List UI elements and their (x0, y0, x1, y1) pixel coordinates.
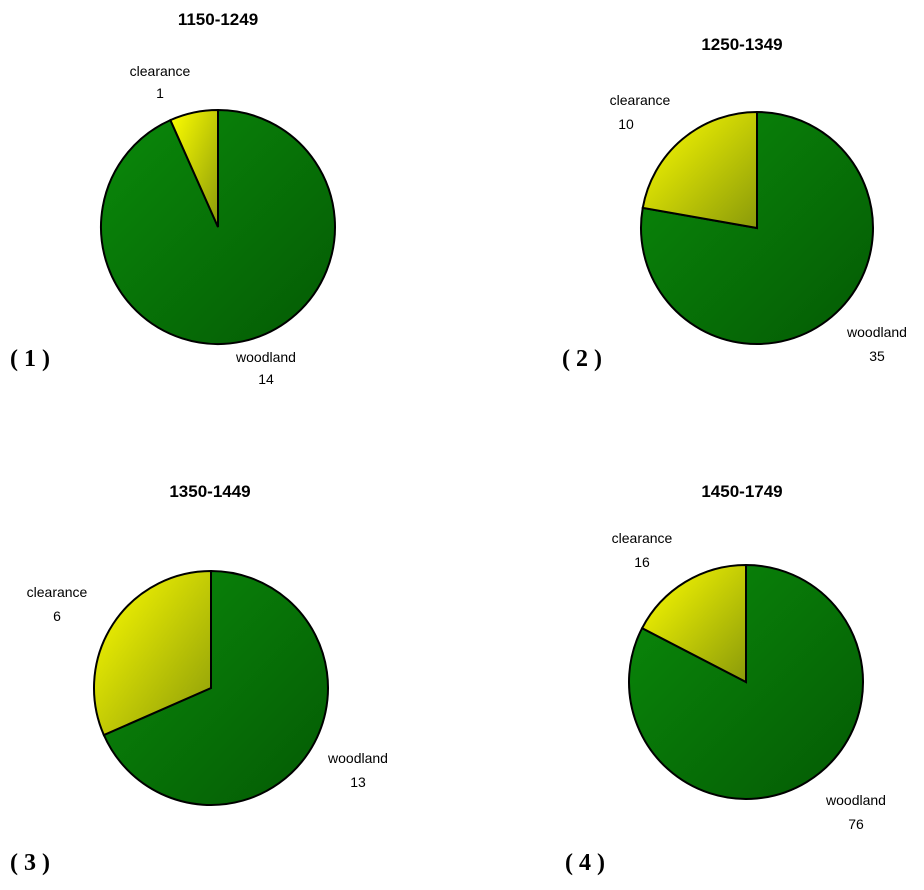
pie-slice-woodland (640, 110, 874, 345)
panel-label: ( 2 ) (562, 346, 602, 372)
slice-label-woodland: woodland 13 (327, 750, 388, 790)
slice-value-label: 1 (156, 85, 164, 101)
slice-label-clearance: clearance 10 (610, 92, 671, 132)
slice-value-label: 13 (350, 774, 366, 790)
slice-value-label: 76 (848, 816, 864, 832)
panel-label: ( 3 ) (10, 850, 50, 876)
panel-label: ( 4 ) (565, 850, 605, 876)
slice-value-label: 10 (618, 116, 634, 132)
slice-label-woodland: woodland 76 (825, 792, 886, 832)
slice-value-label: 14 (258, 371, 274, 387)
slice-category-label: woodland (846, 324, 907, 340)
pie-slices (640, 110, 874, 345)
slice-category-label: clearance (610, 92, 671, 108)
slice-label-woodland: woodland 14 (235, 349, 296, 387)
pie-slice-clearance (169, 108, 219, 228)
chart-title: 1350-1449 (169, 482, 250, 501)
slice-value-label: 35 (869, 348, 885, 364)
slice-category-label: woodland (825, 792, 886, 808)
pie-slices (628, 563, 864, 800)
pie-slice-clearance (93, 569, 212, 737)
pie-slices (100, 108, 336, 345)
slice-category-label: clearance (612, 530, 673, 546)
panel-label: ( 1 ) (10, 346, 50, 372)
pie-chart-3: 1350-1449 clearance 6 woodland 13 ( 3 ) (10, 482, 388, 876)
slice-label-clearance: clearance 6 (27, 584, 88, 624)
slice-category-label: woodland (235, 349, 296, 365)
slice-label-clearance: clearance 16 (612, 530, 673, 570)
pie-chart-4: 1450-1749 clearance 16 woodland 76 ( 4 ) (565, 482, 886, 876)
pie-slice-clearance (641, 110, 758, 230)
slice-value-label: 16 (634, 554, 650, 570)
pie-chart-2: 1250-1349 clearance 10 woodland 35 ( 2 ) (562, 35, 907, 372)
pie-slice-woodland (102, 569, 329, 806)
slice-category-label: woodland (327, 750, 388, 766)
chart-title: 1450-1749 (701, 482, 782, 501)
chart-title: 1150-1249 (178, 10, 258, 29)
slice-category-label: clearance (130, 63, 191, 79)
pie-chart-1: 1150-1249 clearance 1 woodland 14 ( 1 ) (10, 10, 336, 387)
slice-value-label: 6 (53, 608, 61, 624)
chart-title: 1250-1349 (701, 35, 782, 54)
pie-slices (93, 569, 329, 806)
pie-slice-clearance (640, 563, 747, 684)
slice-label-clearance: clearance 1 (130, 63, 191, 101)
slice-label-woodland: woodland 35 (846, 324, 907, 364)
slice-category-label: clearance (27, 584, 88, 600)
